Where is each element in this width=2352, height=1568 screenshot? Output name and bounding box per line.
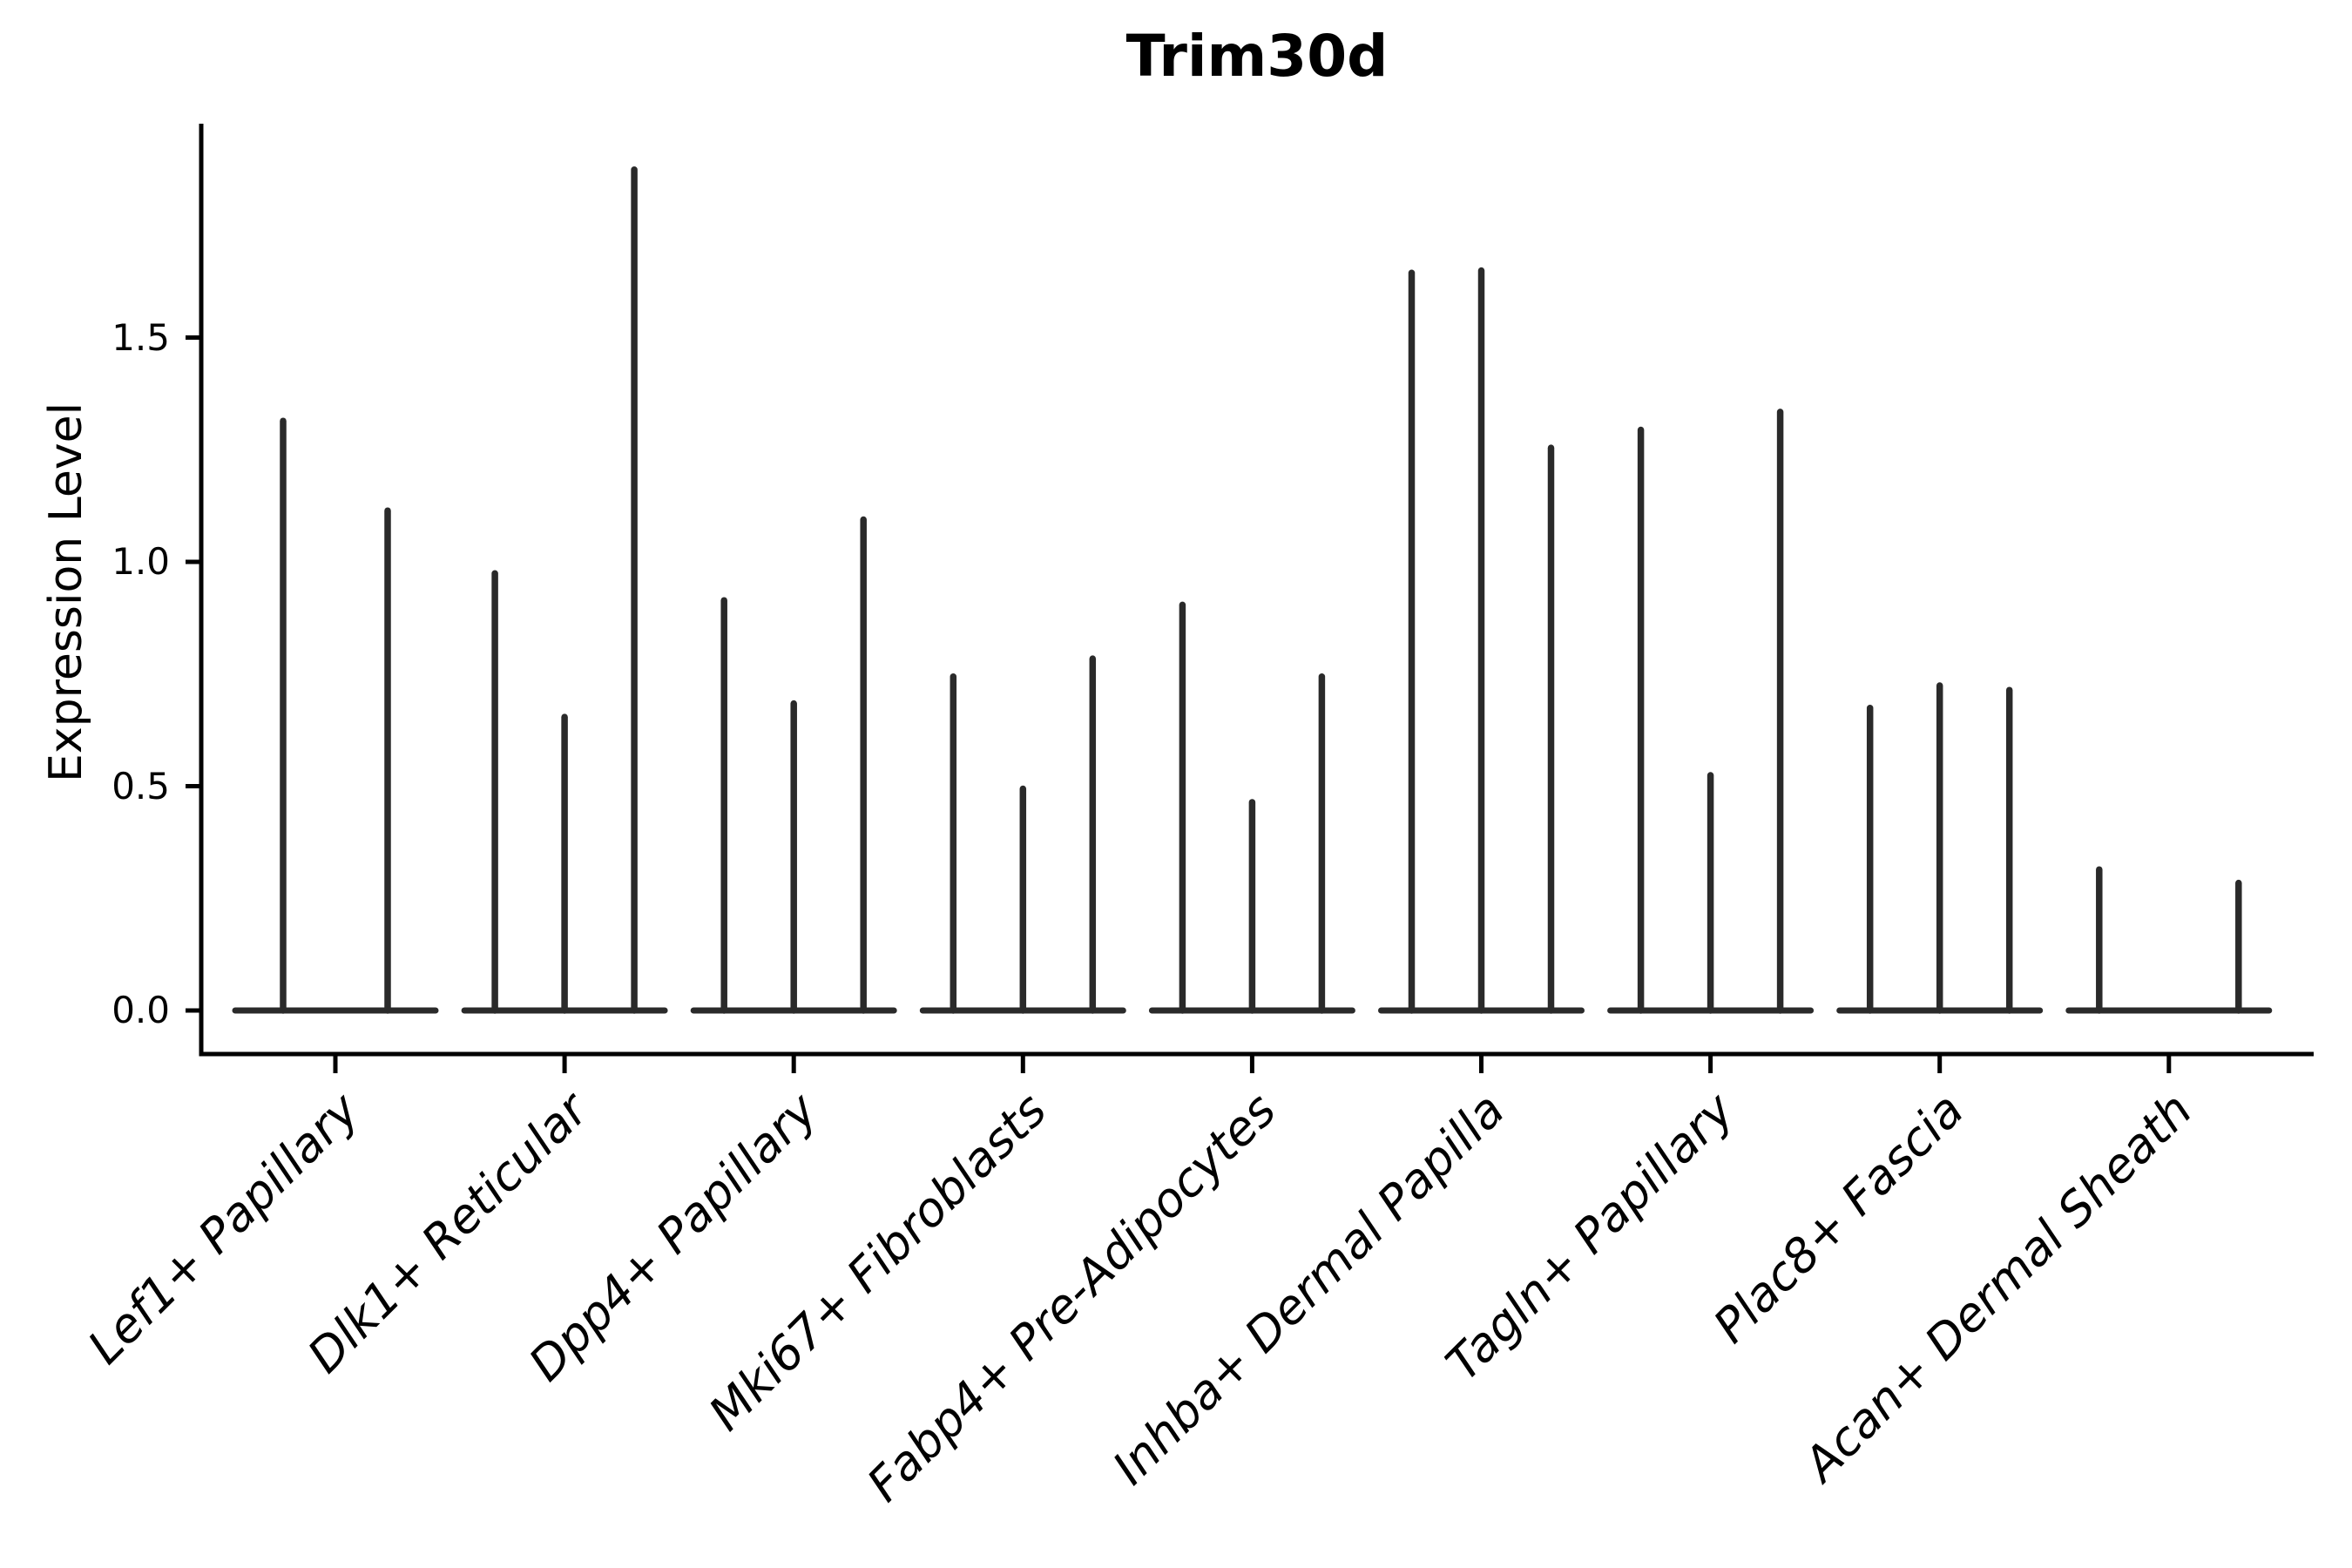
- y-tick-label: 1.5: [112, 315, 170, 359]
- chart-title: Trim30d: [1125, 23, 1389, 90]
- y-tick-label: 0.5: [112, 764, 170, 808]
- y-tick-label: 0.0: [112, 989, 170, 1031]
- y-tick-label: 1.0: [112, 540, 170, 583]
